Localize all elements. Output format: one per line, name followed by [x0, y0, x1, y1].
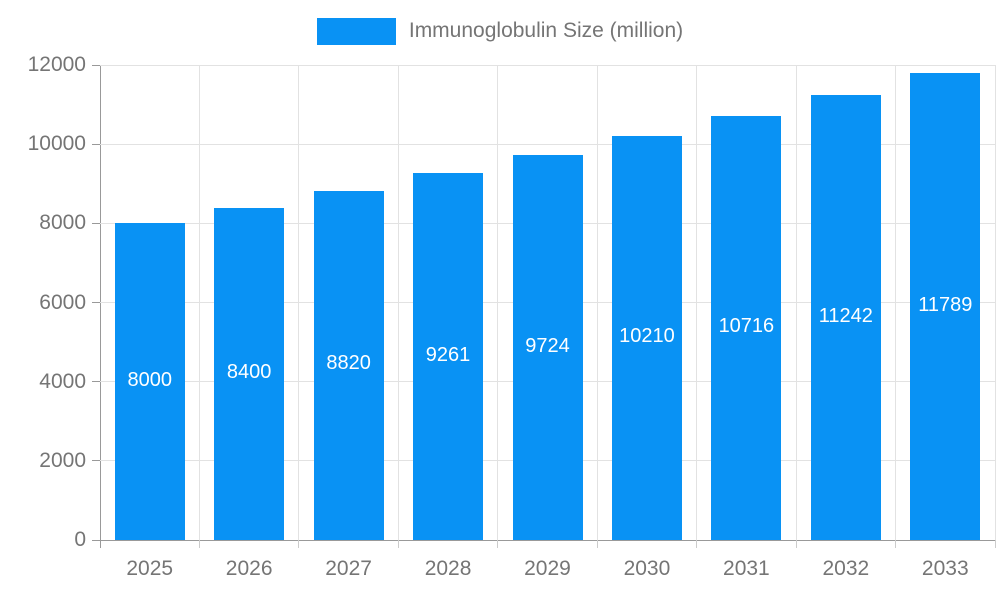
- x-axis-tick: [596, 540, 598, 548]
- gridline-vertical: [795, 65, 797, 540]
- x-axis-tick-label: 2030: [623, 557, 671, 580]
- legend-label: Immunoglobulin Size (million): [408, 19, 684, 42]
- x-axis-tick-label: 2025: [126, 557, 174, 580]
- y-axis-tick-label: 6000: [39, 290, 86, 314]
- x-axis-tick: [298, 540, 300, 548]
- bar-value-label: 8000: [127, 368, 172, 391]
- x-axis-tick-label: 2027: [325, 557, 372, 580]
- y-axis-tick: [92, 222, 100, 224]
- gridline-vertical: [397, 65, 399, 540]
- x-axis-tick: [497, 540, 499, 548]
- y-axis-tick-label: 2000: [39, 448, 86, 472]
- y-axis-tick-label: 8000: [39, 211, 86, 235]
- plot-area: 8000 8400 8820 9261 9724 10210 10716 11242 11789: [100, 64, 996, 540]
- gridline-vertical: [895, 65, 897, 540]
- y-axis-tick-label: 12000: [27, 53, 86, 76]
- gridline-vertical: [298, 65, 300, 540]
- bar-value-label: 11242: [818, 304, 873, 327]
- x-axis-tick: [397, 540, 399, 548]
- bar-2029[interactable]: [512, 155, 583, 540]
- y-axis-line: [100, 65, 101, 548]
- y-axis-tick: [92, 381, 100, 383]
- bar-2026[interactable]: [214, 207, 285, 540]
- x-axis-tick-label: 2028: [424, 557, 472, 580]
- gridline-vertical: [497, 65, 499, 540]
- gridline-vertical: [198, 65, 200, 540]
- bar-value-label: 9261: [425, 343, 471, 366]
- x-axis-tick-label: 2033: [921, 557, 969, 580]
- gridline-horizontal: [100, 64, 995, 66]
- legend-swatch[interactable]: [316, 17, 396, 45]
- bar-2030[interactable]: [611, 135, 682, 540]
- legend[interactable]: Immunoglobulin Size (million): [0, 16, 1000, 46]
- bar-value-label: 9724: [525, 334, 570, 357]
- x-axis-tick: [895, 540, 897, 548]
- bar-value-label: 8820: [326, 352, 371, 375]
- bar-2032[interactable]: [810, 95, 881, 540]
- bar-2033[interactable]: [910, 73, 981, 540]
- y-axis-tick: [92, 460, 100, 462]
- gridline-vertical: [696, 65, 698, 540]
- bar-2027[interactable]: [313, 190, 384, 540]
- gridline-horizontal: [100, 143, 995, 145]
- bar-2028[interactable]: [413, 173, 484, 540]
- x-axis-line: [92, 540, 995, 541]
- bar-value-label: 8400: [226, 360, 272, 383]
- x-axis-tick: [198, 540, 200, 548]
- x-axis-tick-label: 2029: [524, 557, 571, 580]
- gridline-vertical: [596, 65, 598, 540]
- y-axis-tick-label: 10000: [27, 132, 86, 156]
- bar-2025[interactable]: [114, 223, 185, 540]
- bar-value-label: 10716: [718, 314, 775, 337]
- y-axis-tick: [92, 143, 100, 145]
- x-axis-tick-label: 2032: [822, 557, 870, 580]
- bar-value-label: 10210: [619, 324, 675, 347]
- gridline-vertical: [994, 65, 996, 540]
- x-axis-tick: [994, 540, 996, 548]
- x-axis-tick: [696, 540, 698, 548]
- y-axis-tick-label: 4000: [39, 369, 86, 393]
- y-axis-tick: [92, 64, 100, 66]
- y-axis-tick: [92, 302, 100, 303]
- bar-2031[interactable]: [711, 115, 782, 540]
- y-axis-tick-label: 0: [74, 528, 86, 551]
- y-axis-tick: [92, 539, 100, 541]
- bar-value-label: 11789: [918, 293, 973, 316]
- x-axis-tick: [795, 540, 797, 548]
- x-axis-tick-label: 2031: [723, 557, 770, 580]
- x-axis-tick-label: 2026: [225, 557, 273, 580]
